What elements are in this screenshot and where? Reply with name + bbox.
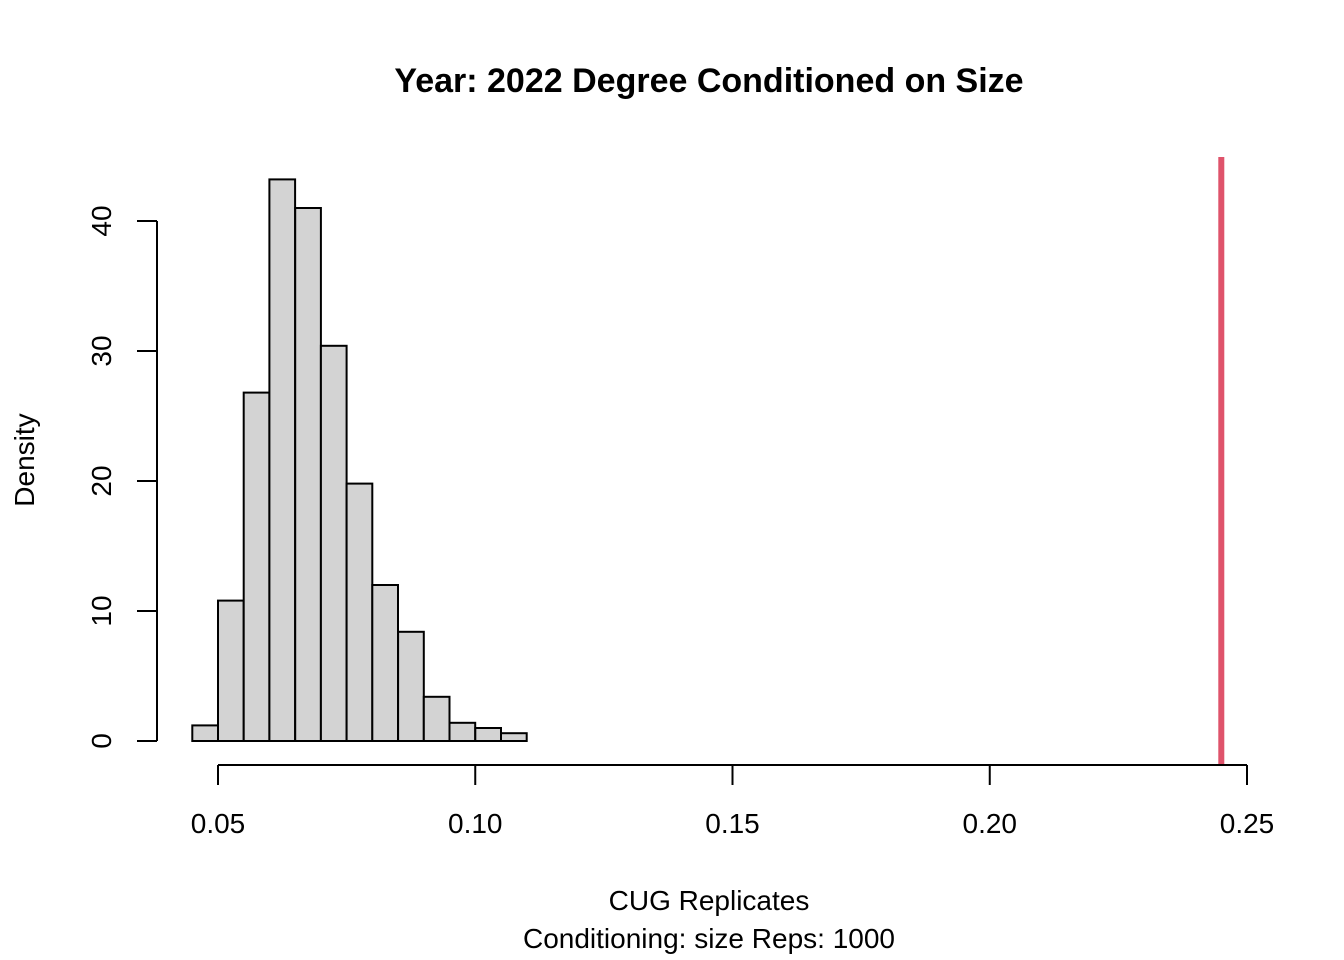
x-axis-label: CUG Replicates [609,885,810,916]
y-axis-ticks: 0 10 20 30 40 [86,205,157,749]
x-tick-label: 0.15 [705,808,760,839]
x-axis-ticks: 0.05 0.10 0.15 0.20 0.25 [191,765,1275,839]
x-axis-sublabel: Conditioning: size Reps: 1000 [523,923,895,954]
histogram-bar-10 [448,721,477,742]
histogram-bar-12 [500,732,528,743]
histogram-bar-7 [371,584,399,742]
histogram-bar-5 [319,344,348,742]
y-tick-label: 0 [86,733,117,749]
histogram-bar-3 [268,178,297,742]
histogram-bar-1 [217,599,245,742]
y-tick-label: 20 [86,465,117,496]
histogram-bar-9 [422,695,451,742]
histogram-bar-2 [242,391,271,742]
x-tick-label: 0.25 [1220,808,1275,839]
histogram-bar-11 [474,727,502,742]
histogram-bar-8 [397,630,425,742]
histogram-bars [191,178,528,743]
y-axis-label: Density [9,413,40,506]
y-tick-label: 10 [86,595,117,626]
x-tick-label: 0.20 [963,808,1018,839]
y-tick-label: 40 [86,205,117,236]
x-tick-label: 0.10 [448,808,503,839]
histogram-bar-4 [294,207,322,742]
y-tick-label: 30 [86,335,117,366]
x-tick-label: 0.05 [191,808,246,839]
histogram-bar-0 [191,724,220,743]
chart-title: Year: 2022 Degree Conditioned on Size [394,62,1023,100]
histogram-bar-6 [345,482,374,742]
